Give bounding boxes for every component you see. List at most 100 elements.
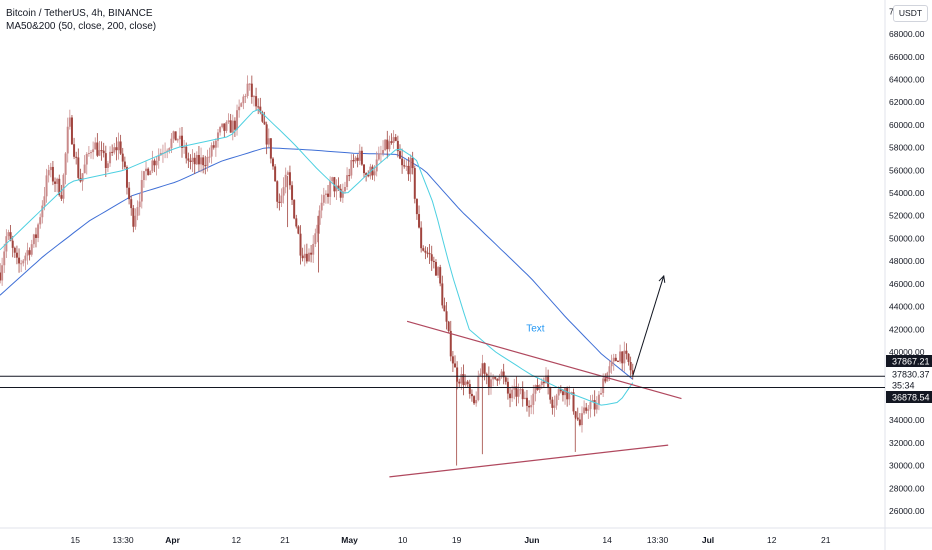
price-axis[interactable]: 26000.00 28000.00 30000.00 32000.00 34000.00… — [889, 6, 925, 516]
drawings-group[interactable]: Text — [0, 274, 885, 478]
candle-body — [477, 376, 480, 400]
candle-body — [272, 158, 275, 167]
candle-body — [83, 164, 86, 174]
candle-body — [183, 146, 186, 148]
candle-body — [445, 311, 448, 322]
candle-body — [140, 180, 143, 202]
candle-body — [483, 363, 486, 374]
candle-body — [200, 157, 203, 165]
candle-body — [64, 153, 67, 175]
candle-body — [248, 83, 251, 85]
candle-body — [197, 154, 200, 165]
upper-trendline[interactable] — [406, 320, 682, 400]
price-tick-label: 52000.00 — [889, 211, 925, 221]
candle-body — [373, 171, 376, 176]
candle-body — [221, 123, 224, 128]
candle-body — [494, 376, 497, 379]
candle-body — [509, 393, 512, 399]
text-annotation[interactable]: Text — [526, 324, 545, 335]
candle-body — [568, 392, 571, 400]
candle-body — [303, 253, 306, 259]
candle-body — [422, 248, 425, 251]
candle-body — [132, 208, 135, 227]
candle-body — [119, 141, 122, 154]
candle-body — [94, 142, 97, 150]
candle-body — [352, 160, 355, 162]
candle-body — [0, 272, 1, 281]
candle-body — [555, 395, 558, 406]
candle-body — [434, 262, 437, 276]
price-tick-label: 30000.00 — [889, 461, 925, 471]
candle-body — [454, 363, 457, 368]
candle-body — [324, 193, 327, 195]
price-tag: 37830.37 — [886, 368, 932, 380]
projection-arrow[interactable] — [632, 275, 665, 376]
time-tick-label: Apr — [165, 535, 180, 545]
ma50-line — [0, 108, 634, 406]
candle-body — [462, 373, 465, 386]
candle-body — [151, 160, 154, 172]
indicator-title: MA50&200 (50, close, 200, close) — [6, 21, 157, 32]
candle-body — [7, 232, 10, 237]
candle-body — [1, 265, 4, 281]
candle-body — [318, 210, 321, 225]
currency-unit-button[interactable]: USDT — [893, 5, 928, 22]
candle-body — [39, 217, 42, 225]
candle-body — [602, 378, 605, 394]
candle-body — [216, 132, 219, 141]
candle-body — [549, 387, 552, 400]
candle-body — [532, 393, 535, 405]
candle-body — [310, 252, 313, 255]
candle-body — [322, 194, 325, 203]
candle-body — [142, 171, 145, 181]
candle-body — [523, 397, 526, 400]
candle-body — [174, 131, 177, 141]
candle-body — [56, 178, 59, 184]
price-tag-label: 37867.21 — [892, 357, 930, 367]
candle-body — [441, 283, 444, 306]
candle-body — [3, 251, 6, 266]
candle-body — [339, 188, 342, 198]
candle-body — [145, 168, 148, 172]
candle-body — [388, 141, 391, 150]
candle-body — [252, 96, 255, 98]
chart-legend: Bitcoin / TetherUS, 4h, BINANCE MA50&200… — [6, 7, 156, 33]
candle-body — [625, 350, 628, 354]
candle-body — [591, 400, 594, 403]
candle-body — [407, 165, 410, 175]
candle-body — [498, 376, 501, 381]
candle-body — [426, 252, 429, 254]
candle-body — [341, 191, 344, 198]
candle-body — [263, 121, 266, 125]
candle-body — [267, 138, 270, 145]
candle-body — [293, 199, 296, 219]
candle-body — [295, 218, 298, 227]
candle-body — [236, 110, 239, 130]
candle-body — [286, 172, 289, 175]
candle-body — [15, 252, 18, 258]
candle-body — [47, 170, 50, 176]
candle-body — [392, 137, 395, 143]
time-axis[interactable]: 15 13:30 Apr 12 21 May 10 19 Jun 14 13:30 Jul 12 21 — [70, 535, 830, 545]
candle-body — [246, 83, 249, 97]
candle-body — [206, 157, 209, 167]
candle-body — [231, 120, 234, 133]
candle-body — [585, 407, 588, 411]
candle-body — [238, 106, 241, 111]
candle-body — [343, 186, 346, 192]
candle-body — [534, 385, 537, 394]
candle-body — [261, 112, 264, 122]
candle-body — [178, 135, 181, 140]
candle-body — [70, 117, 73, 145]
lower-trendline[interactable] — [389, 444, 669, 478]
candle-body — [242, 96, 245, 104]
candle-body — [288, 172, 291, 186]
candle-body — [411, 157, 414, 169]
projection-arrow-head — [658, 274, 666, 283]
candle-body — [513, 386, 516, 390]
candle-body — [432, 260, 435, 263]
price-tag-label: 36878.54 — [892, 393, 930, 403]
candle-body — [28, 250, 31, 255]
candle-body — [37, 224, 40, 238]
